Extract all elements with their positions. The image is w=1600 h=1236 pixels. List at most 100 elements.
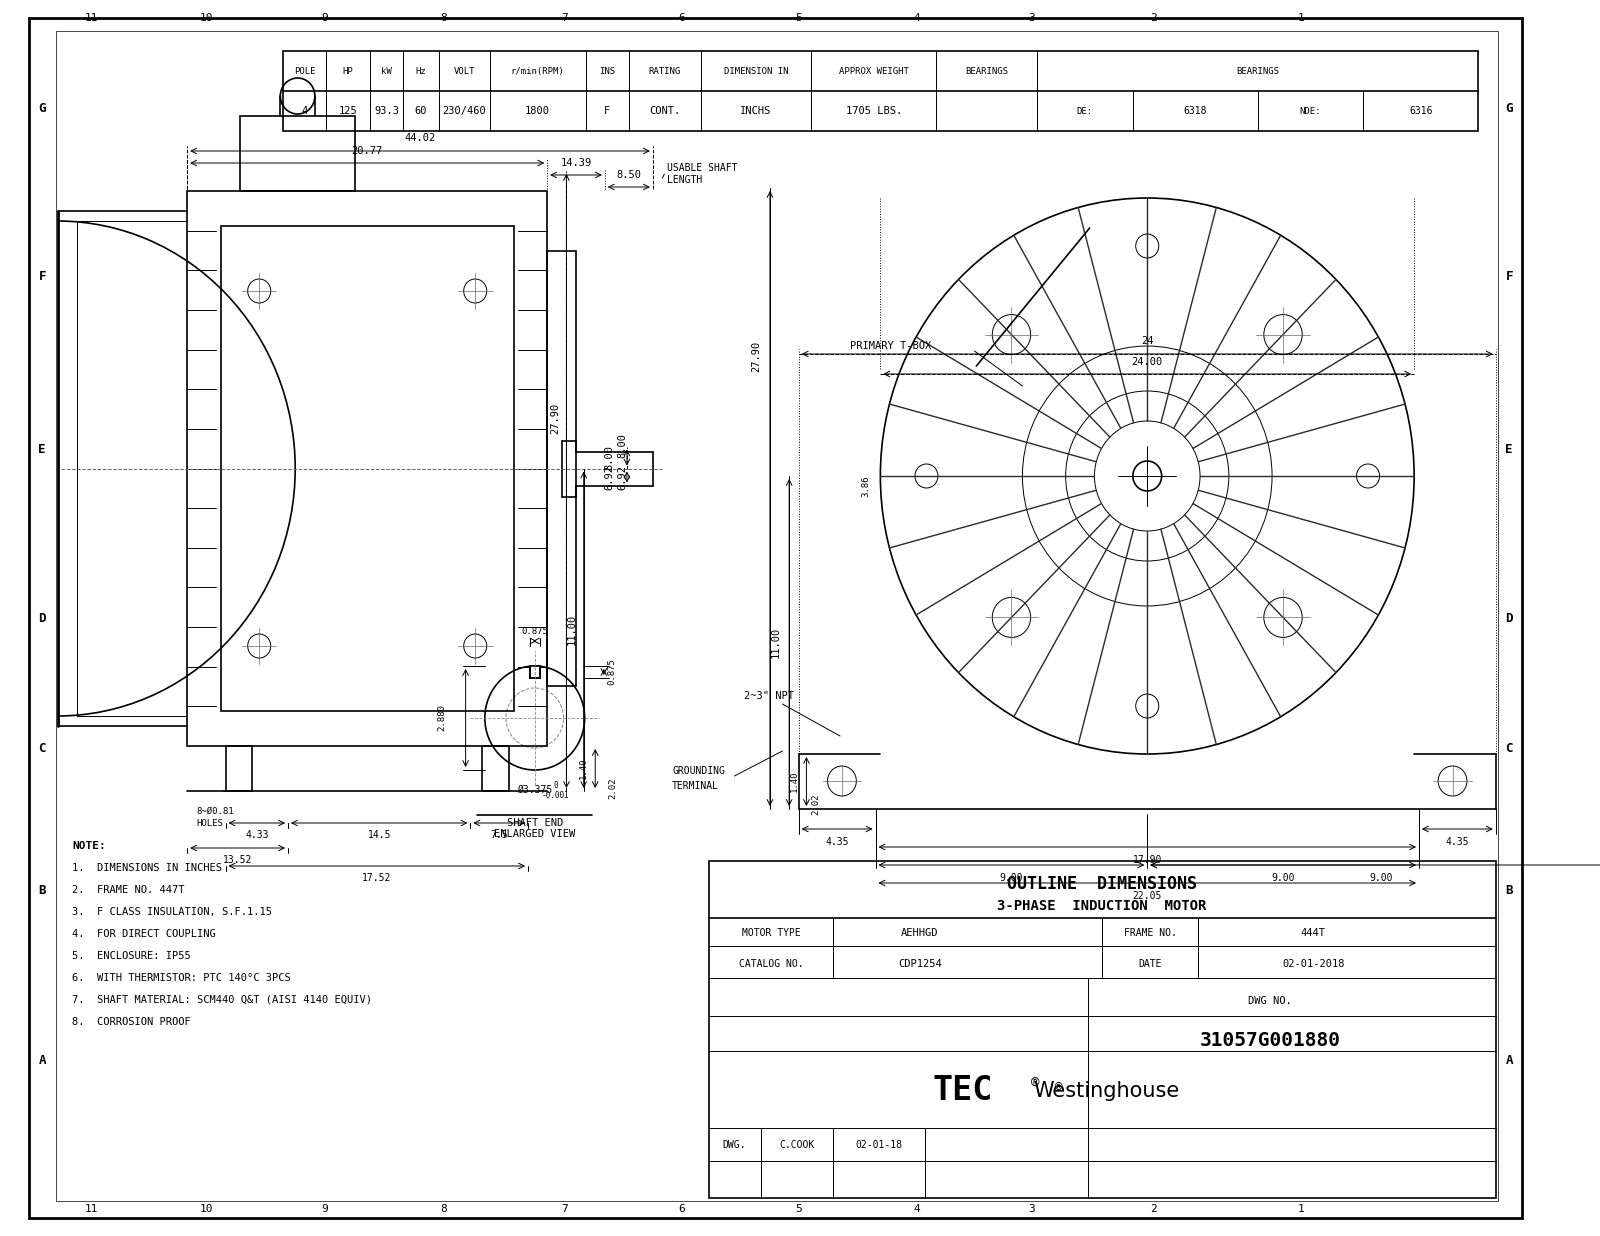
Text: G: G: [38, 101, 46, 115]
Text: 24: 24: [1141, 336, 1154, 346]
Text: Westinghouse: Westinghouse: [1034, 1082, 1181, 1101]
Text: TEC: TEC: [933, 1074, 994, 1107]
Text: 4: 4: [302, 106, 307, 116]
Text: G: G: [1506, 101, 1514, 115]
Text: 6.92: 6.92: [605, 465, 614, 489]
Bar: [187, 192, 547, 747]
Text: r/min(RPM): r/min(RPM): [510, 67, 565, 75]
Text: CATALOG NO.: CATALOG NO.: [739, 959, 803, 969]
Text: 2.02: 2.02: [811, 794, 821, 815]
Text: CDP1254: CDP1254: [898, 959, 941, 969]
Text: 3.  F CLASS INSULATION, S.F.1.15: 3. F CLASS INSULATION, S.F.1.15: [72, 907, 272, 917]
Text: 4.35: 4.35: [826, 837, 850, 847]
Text: C.COOK: C.COOK: [779, 1140, 814, 1149]
Text: 1705 LBS.: 1705 LBS.: [845, 106, 902, 116]
Text: E: E: [1506, 442, 1514, 456]
Text: 11: 11: [85, 1204, 98, 1214]
Text: 6.  WITH THERMISTOR: PTC 140°C 3PCS: 6. WITH THERMISTOR: PTC 140°C 3PCS: [72, 973, 291, 983]
Bar: [240, 116, 355, 192]
Text: 2.02: 2.02: [608, 777, 618, 800]
Text: 22.05: 22.05: [1133, 891, 1162, 901]
Text: 17.90: 17.90: [1133, 855, 1162, 865]
Text: 13.52: 13.52: [222, 855, 253, 865]
Text: 444T: 444T: [1301, 928, 1326, 938]
Text: 10: 10: [200, 1204, 213, 1214]
Text: 2: 2: [1150, 14, 1157, 23]
Text: 8.50: 8.50: [616, 171, 642, 180]
Text: 1: 1: [1298, 1204, 1304, 1214]
Bar: [482, 747, 509, 791]
Text: DIMENSION IN: DIMENSION IN: [723, 67, 789, 75]
Text: 0: 0: [554, 780, 558, 790]
Text: 3.86: 3.86: [861, 476, 870, 497]
Text: INS: INS: [598, 67, 616, 75]
Text: 3: 3: [1029, 1204, 1035, 1214]
Text: 93.3: 93.3: [374, 106, 398, 116]
Text: 6.92: 6.92: [618, 465, 627, 489]
Text: A: A: [1506, 1054, 1514, 1068]
Text: 2.  FRAME NO. 447T: 2. FRAME NO. 447T: [72, 885, 184, 895]
Text: INCHS: INCHS: [741, 106, 771, 116]
Text: C: C: [1506, 743, 1514, 755]
Text: 24.00: 24.00: [1131, 357, 1163, 367]
Text: 27.90: 27.90: [752, 340, 762, 372]
Text: 3-PHASE  INDUCTION  MOTOR: 3-PHASE INDUCTION MOTOR: [997, 899, 1206, 913]
Text: 1800: 1800: [525, 106, 550, 116]
Text: 02-01-18: 02-01-18: [854, 1140, 902, 1149]
Text: 1.40: 1.40: [579, 758, 589, 779]
Text: B: B: [38, 885, 46, 897]
Text: 14.39: 14.39: [560, 158, 592, 168]
Text: 2.880: 2.880: [437, 705, 446, 732]
Text: F: F: [605, 106, 610, 116]
Text: VOLT: VOLT: [453, 67, 475, 75]
Text: BEARINGS: BEARINGS: [965, 67, 1008, 75]
Text: 2~3" NPT: 2~3" NPT: [744, 691, 794, 701]
Text: 27.90: 27.90: [550, 403, 560, 434]
Text: CONT.: CONT.: [650, 106, 680, 116]
Text: D: D: [38, 612, 46, 624]
Bar: [283, 51, 1478, 131]
Text: 1.  DIMENSIONS IN INCHES: 1. DIMENSIONS IN INCHES: [72, 863, 222, 873]
Text: RATING: RATING: [648, 67, 682, 75]
Text: AEHHGD: AEHHGD: [901, 928, 939, 938]
Bar: [530, 666, 539, 679]
Text: 4: 4: [914, 1204, 920, 1214]
Bar: [709, 861, 1496, 1198]
Text: DATE: DATE: [1138, 959, 1162, 969]
Text: 9: 9: [322, 14, 328, 23]
Text: 0.875: 0.875: [522, 627, 549, 635]
Text: 9.00: 9.00: [1272, 873, 1294, 883]
Text: MOTOR TYPE: MOTOR TYPE: [741, 928, 800, 938]
Bar: [226, 747, 253, 791]
Text: NDE:: NDE:: [1299, 106, 1322, 115]
Text: 9.00: 9.00: [1000, 873, 1022, 883]
Text: Ø3.375: Ø3.375: [517, 785, 552, 795]
Text: 8.  CORROSION PROOF: 8. CORROSION PROOF: [72, 1017, 190, 1027]
Text: 7: 7: [562, 1204, 568, 1214]
Text: LENGTH: LENGTH: [667, 176, 702, 185]
Text: F: F: [1506, 269, 1514, 283]
Text: 11: 11: [85, 14, 98, 23]
Text: ENLARGED VIEW: ENLARGED VIEW: [494, 829, 576, 839]
Text: 9.00: 9.00: [1370, 873, 1394, 883]
Text: TERMINAL: TERMINAL: [672, 781, 718, 791]
Text: 8: 8: [440, 1204, 446, 1214]
Text: 5: 5: [795, 14, 802, 23]
Text: 14.5: 14.5: [368, 831, 390, 840]
Text: POLE: POLE: [294, 67, 315, 75]
Text: DE:: DE:: [1077, 106, 1093, 115]
Text: 1.40: 1.40: [789, 771, 798, 792]
Text: 5.  ENCLOSURE: IP55: 5. ENCLOSURE: IP55: [72, 950, 190, 962]
Text: 7.5: 7.5: [491, 831, 509, 840]
Text: 6316: 6316: [1410, 106, 1432, 116]
Text: 1: 1: [1298, 14, 1304, 23]
Text: 7: 7: [562, 14, 568, 23]
Text: 230/460: 230/460: [442, 106, 486, 116]
Text: FRAME NO.: FRAME NO.: [1123, 928, 1176, 938]
Text: APPROX WEIGHT: APPROX WEIGHT: [838, 67, 909, 75]
Text: 6: 6: [678, 14, 685, 23]
Text: 60: 60: [414, 106, 427, 116]
Bar: [547, 251, 576, 686]
Text: kW: kW: [381, 67, 392, 75]
Text: 8: 8: [440, 14, 446, 23]
